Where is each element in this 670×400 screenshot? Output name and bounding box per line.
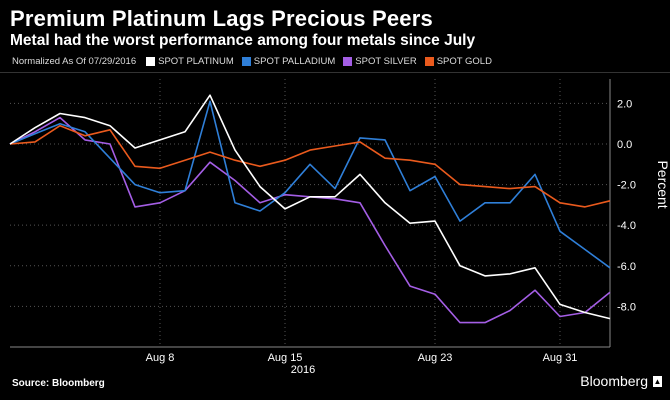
y-tick-label: -6.0	[617, 261, 636, 273]
legend-label-silver: SPOT SILVER	[355, 56, 417, 67]
legend-item-palladium: SPOT PALLADIUM	[241, 56, 336, 67]
x-tick-label: Aug 15	[268, 352, 303, 364]
legend: Normalized As Of 07/29/2016 SPOT PLATINU…	[12, 56, 500, 67]
legend-swatch-silver	[343, 57, 353, 66]
series-line-spot-palladium	[9, 100, 611, 269]
legend-label-palladium: SPOT PALLADIUM	[253, 56, 336, 67]
chart-title: Premium Platinum Lags Precious Peers	[10, 6, 433, 31]
y-tick-label: -2.0	[617, 180, 636, 192]
source-note: Source: Bloomberg	[12, 378, 105, 389]
brand-logo: Bloomberg	[580, 373, 648, 389]
legend-label-platinum: SPOT PLATINUM	[158, 56, 234, 67]
x-tick-label: Aug 23	[418, 352, 453, 364]
legend-swatch-platinum	[146, 57, 156, 66]
legend-item-gold: SPOT GOLD	[424, 56, 492, 67]
chart-subtitle: Metal had the worst performance among fo…	[10, 32, 476, 49]
legend-item-silver: SPOT SILVER	[343, 56, 417, 67]
series-line-spot-gold	[9, 124, 611, 208]
legend-swatch-palladium	[241, 57, 251, 66]
y-tick-label: 0.0	[617, 139, 632, 151]
y-tick-label: 2.0	[617, 98, 632, 110]
legend-item-platinum: SPOT PLATINUM	[146, 56, 234, 67]
y-axis-label: Percent	[655, 160, 670, 208]
x-axis-label: 2016	[291, 364, 315, 373]
chart-frame: 2.0 0.0 -2.0 -4.0 -6.0 -8.0 Aug 8 Aug 15 Aug 23 A…	[0, 72, 670, 373]
y-tick-label: -8.0	[617, 301, 636, 313]
line-chart: 2.0 0.0 -2.0 -4.0 -6.0 -8.0 Aug 8 Aug 15 Aug 23 A…	[9, 79, 670, 373]
series-line-spot-platinum	[9, 94, 611, 320]
legend-note: Normalized As Of 07/29/2016	[12, 56, 137, 67]
legend-label-gold: SPOT GOLD	[436, 56, 492, 67]
x-tick-label: Aug 8	[146, 352, 175, 364]
legend-swatch-gold	[424, 57, 434, 66]
x-tick-label: Aug 31	[543, 352, 578, 364]
brand-icon: ▲	[653, 376, 662, 387]
y-tick-label: -4.0	[617, 220, 636, 232]
